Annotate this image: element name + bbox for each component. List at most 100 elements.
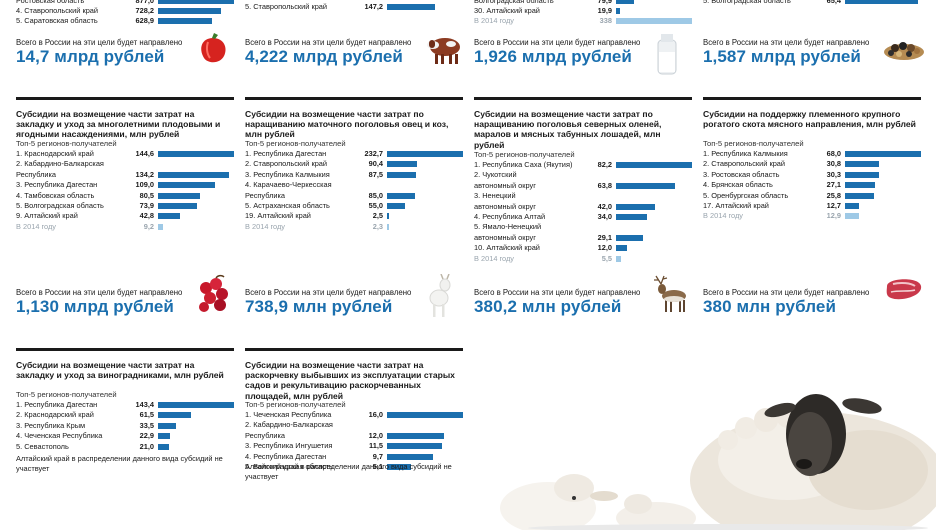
- milk-icon: [652, 32, 682, 81]
- region-value: 79,9: [597, 0, 612, 5]
- table-row: 2. Ставропольский край 30,8: [703, 159, 921, 169]
- region-value: 30,8: [826, 159, 841, 169]
- value-bar: [616, 182, 675, 189]
- meat-icon: [881, 274, 925, 309]
- region-value: 22,9: [139, 431, 154, 441]
- region-value: 147,2: [364, 2, 384, 11]
- table-row: 5. Астраханская область 55,0: [245, 201, 463, 211]
- region-value: 628,9: [135, 16, 155, 25]
- subsidy-panel-panels_row3-1: Субсидии на возмещение части затрат на з…: [16, 348, 234, 530]
- panel-title: Субсидии на поддержку племенного крупног…: [703, 109, 916, 130]
- region-value: 34,0: [597, 212, 612, 221]
- table-row: 3. Ростовская область 30,3: [703, 170, 921, 180]
- table-row: 4. Карачаево-Черкесская: [245, 180, 463, 190]
- region-label: 1. Чеченская Республика: [245, 410, 332, 419]
- region-label: 9. Алтайский край: [16, 211, 78, 221]
- table-row: В 2014 году 9,2: [16, 222, 234, 232]
- region-label: 4. Республика Алтай: [474, 212, 546, 221]
- value-bar: [845, 203, 860, 209]
- value-bar: [158, 18, 213, 24]
- region-label: 5. Саратовская область: [16, 16, 98, 25]
- value-bar: [158, 171, 229, 178]
- table-row: 9. Алтайский край 42,8: [16, 211, 234, 221]
- table-row: автономный округ 29,1: [474, 233, 692, 243]
- table-row: 4. Тамбовская область 80,5: [16, 191, 234, 201]
- region-value: 61,5: [139, 410, 154, 420]
- region-value: 9,2: [143, 221, 154, 231]
- table-row: В 2014 году 12,9: [703, 211, 921, 221]
- region-label: В 2014 году: [16, 221, 56, 231]
- region-label: автономный округ: [474, 180, 536, 190]
- region-value: 29,1: [597, 232, 612, 242]
- total-block-1: Всего в России на эти цели будет направл…: [16, 33, 234, 76]
- table-row: 5. Волгоградская область 65,4: [703, 0, 921, 6]
- value-bar: [616, 245, 628, 252]
- panel-divider: [16, 348, 234, 351]
- table-row: 4. Брянская область 27,1: [703, 180, 921, 190]
- region-value: 90,4: [368, 159, 383, 169]
- region-value: 232,7: [364, 149, 384, 158]
- total-value: 738,9 млн рублей: [245, 297, 393, 316]
- value-bar: [845, 151, 921, 157]
- value-bar: [387, 171, 416, 178]
- value-bar: [845, 0, 919, 4]
- region-label: 17. Алтайский край: [703, 201, 769, 210]
- table-row: 3. Республика Дагестан 109,0: [16, 180, 234, 190]
- region-label: 3. Ненецкий: [474, 191, 516, 201]
- region-label: 10. Алтайский край: [474, 243, 540, 253]
- region-value: 85,0: [368, 190, 383, 200]
- value-bar: [387, 203, 405, 209]
- table-row: 2. Кабардино-Балкарская: [16, 159, 234, 169]
- value-bar: [387, 151, 463, 157]
- value-bar: [387, 4, 436, 10]
- top-strip-col-4: 5. Волгоградская область 65,4: [703, 0, 921, 30]
- total-label: Всего в России на эти цели будет направл…: [16, 38, 183, 47]
- top-strip-col-2: 5. Ставропольский край 147,2: [245, 0, 463, 30]
- top-strip-col-3: Волгоградская область 79,9 30. Алтайский к…: [474, 0, 692, 30]
- region-label: 1. Республика Саха (Якутия): [474, 160, 573, 169]
- total-value: 4,222 млрд рублей: [245, 47, 403, 66]
- table-row: 1. Республика Дагестан 143,4: [16, 400, 234, 410]
- value-bar: [845, 213, 860, 220]
- cow-icon: [423, 32, 467, 71]
- table-row: 4. Республика Дагестан 9,7: [245, 452, 463, 462]
- panel-divider: [474, 97, 692, 100]
- value-bar: [158, 422, 176, 429]
- value-bar: [387, 453, 434, 460]
- panel-divider: [245, 97, 463, 100]
- value-bar: [616, 214, 648, 220]
- region-value: 30,3: [826, 169, 841, 179]
- panel-subtitle: Топ-5 регионов-получателей: [474, 150, 575, 159]
- region-label: 5. Волгоградская область: [703, 0, 791, 5]
- value-bar: [158, 402, 234, 408]
- value-bar: [387, 432, 444, 439]
- region-label: 4. Республика Дагестан: [245, 451, 327, 461]
- region-label: 4. Тамбовская область: [16, 190, 95, 200]
- table-row: автономный округ 42,0: [474, 202, 692, 212]
- region-value: 68,0: [826, 149, 841, 158]
- region-value: 65,4: [826, 0, 841, 5]
- panel-title: Субсидии на возмещение части затрат на з…: [16, 109, 221, 140]
- total-block-4: Всего в России на эти цели будет направл…: [703, 36, 924, 76]
- table-row: 4. Ставропольский край 728,2: [16, 6, 234, 16]
- region-label: 3. Республика Ингушетия: [245, 441, 333, 451]
- panel-title: Субсидии на возмещение части затрат по н…: [245, 109, 449, 140]
- region-value: 338: [599, 16, 612, 25]
- subsidy-panel-panels_row2-1: Субсидии на возмещение части затрат на з…: [16, 97, 234, 322]
- table-row: Республика 134,2: [16, 170, 234, 180]
- value-bar: [616, 255, 622, 262]
- panel-title: Субсидии на возмещение части затрат по н…: [474, 109, 662, 150]
- value-bar: [616, 18, 692, 24]
- region-label: В 2014 году: [703, 211, 743, 221]
- region-label: 19. Алтайский край: [245, 211, 311, 221]
- total-value: 1,926 млрд рублей: [474, 47, 632, 66]
- region-label: 5. Ставропольский край: [245, 2, 328, 11]
- region-value: 5,1: [372, 462, 383, 471]
- value-bar: [616, 234, 643, 241]
- value-bar: [387, 412, 463, 418]
- region-label: 1. Республика Калмыкия: [703, 149, 788, 158]
- region-label: 5. Волгоградская область: [245, 462, 333, 471]
- table-row: 2. Краснодарский край 61,5: [16, 410, 234, 420]
- panel-subtitle: Топ-5 регионов-получателей: [16, 390, 117, 399]
- goat-icon: [423, 273, 455, 323]
